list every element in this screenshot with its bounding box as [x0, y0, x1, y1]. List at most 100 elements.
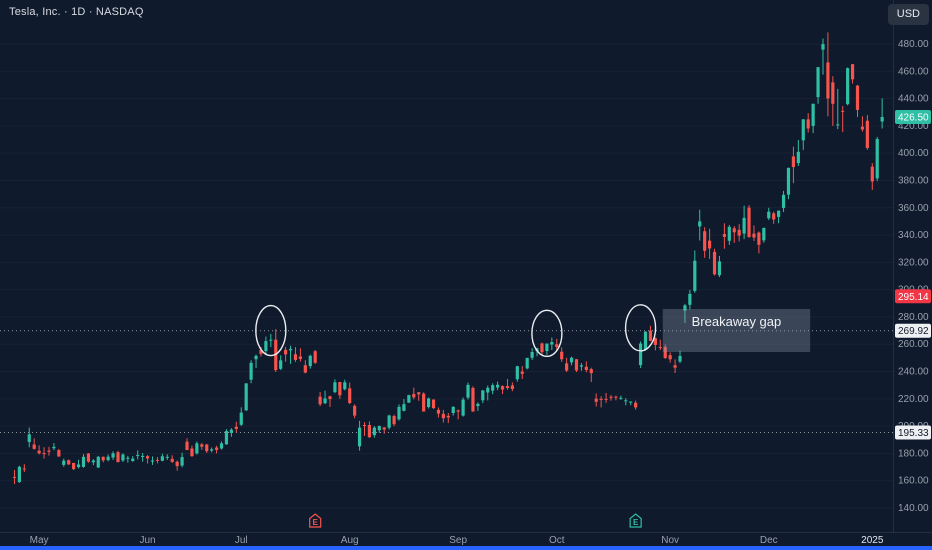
candle-body[interactable] [860, 126, 865, 130]
candle-body[interactable] [772, 213, 776, 220]
currency-button[interactable]: USD [887, 4, 929, 25]
candle-body[interactable] [195, 443, 199, 454]
earnings-marker-icon[interactable] [309, 513, 322, 528]
candle-body[interactable] [831, 82, 835, 104]
candle-body[interactable] [76, 464, 81, 468]
candle-body[interactable] [264, 341, 268, 352]
candle-body[interactable] [742, 217, 746, 234]
candle-body[interactable] [417, 392, 421, 395]
time-tick-label[interactable]: Nov [661, 535, 679, 546]
candle-body[interactable] [712, 251, 717, 275]
candle-body[interactable] [86, 453, 91, 462]
candle-body[interactable] [62, 460, 66, 465]
time-tick-label[interactable]: 2025 [861, 535, 884, 546]
candle-body[interactable] [229, 429, 233, 433]
candle-body[interactable] [451, 406, 455, 414]
candle-body[interactable] [791, 156, 796, 168]
candle-body[interactable] [42, 453, 46, 455]
candle-body[interactable] [673, 365, 677, 368]
candle-body[interactable] [653, 338, 657, 345]
candle-body[interactable] [343, 382, 347, 390]
candle-body[interactable] [565, 363, 569, 371]
candle-body[interactable] [150, 460, 155, 462]
candle-body[interactable] [284, 349, 288, 355]
candle-body[interactable] [648, 330, 653, 341]
ellipse-annotation[interactable] [531, 309, 563, 358]
candle-body[interactable] [426, 398, 431, 408]
time-tick-label[interactable]: May [30, 535, 49, 546]
candle-body[interactable] [589, 369, 593, 374]
candle-body[interactable] [624, 400, 628, 402]
candle-body[interactable] [81, 456, 86, 467]
candle-body[interactable] [141, 456, 145, 458]
candle-body[interactable] [303, 365, 307, 373]
candle-body[interactable] [402, 404, 406, 411]
candle-body[interactable] [96, 456, 100, 468]
candle-body[interactable] [224, 431, 229, 445]
candle-body[interactable] [328, 396, 332, 400]
candle-body[interactable] [722, 234, 726, 237]
candle-body[interactable] [145, 456, 150, 459]
candle-body[interactable] [698, 221, 702, 227]
candle-body[interactable] [392, 416, 396, 425]
candle-body[interactable] [619, 397, 623, 399]
candle-body[interactable] [781, 194, 786, 208]
candle-body[interactable] [471, 387, 475, 412]
candle-body[interactable] [569, 357, 574, 363]
candle-body[interactable] [599, 398, 603, 400]
candle-body[interactable] [801, 119, 805, 141]
candle-body[interactable] [491, 385, 495, 391]
candle-body[interactable] [870, 166, 874, 182]
candle-body[interactable] [244, 383, 248, 411]
candle-body[interactable] [387, 415, 391, 428]
candle-body[interactable] [101, 456, 105, 461]
candle-body[interactable] [688, 293, 692, 305]
candle-body[interactable] [116, 452, 120, 463]
candle-body[interactable] [397, 406, 401, 420]
candle-body[interactable] [629, 401, 633, 403]
candle-body[interactable] [155, 459, 160, 461]
candle-body[interactable] [466, 384, 470, 398]
candle-body[interactable] [279, 360, 283, 369]
candle-body[interactable] [762, 227, 766, 241]
candle-body[interactable] [165, 456, 169, 458]
candle-body[interactable] [205, 444, 209, 452]
candle-body[interactable] [32, 444, 36, 449]
candle-body[interactable] [72, 462, 76, 470]
candle-body[interactable] [880, 117, 884, 122]
candle-body[interactable] [288, 348, 293, 351]
candle-body[interactable] [515, 366, 519, 380]
candle-body[interactable] [269, 339, 273, 341]
candle-body[interactable] [318, 396, 322, 405]
candle-body[interactable] [412, 394, 416, 398]
candle-body[interactable] [752, 233, 756, 238]
candle-body[interactable] [678, 355, 682, 362]
candle-body[interactable] [638, 343, 643, 366]
candle-body[interactable] [520, 371, 524, 374]
candle-body[interactable] [67, 460, 71, 465]
candle-body[interactable] [525, 357, 529, 369]
candle-body[interactable] [609, 396, 613, 398]
candle-body[interactable] [496, 384, 500, 388]
candle-body[interactable] [91, 460, 95, 463]
candle-body[interactable] [584, 366, 588, 371]
candle-body[interactable] [170, 458, 174, 462]
candle-body[interactable] [259, 349, 263, 354]
candle-body[interactable] [234, 426, 238, 429]
candle-body[interactable] [57, 450, 61, 457]
candle-body[interactable] [476, 403, 480, 407]
candle-body[interactable] [348, 388, 352, 404]
candle-body[interactable] [777, 210, 781, 217]
earnings-marker-icon[interactable] [629, 513, 642, 528]
candle-body[interactable] [796, 151, 800, 164]
candle-body[interactable] [846, 68, 850, 105]
candle-body[interactable] [441, 413, 445, 419]
candle-body[interactable] [214, 447, 219, 450]
time-tick-label[interactable]: Jul [235, 535, 248, 546]
candle-body[interactable] [308, 355, 312, 367]
candle-body[interactable] [747, 207, 751, 237]
candle-body[interactable] [550, 342, 554, 345]
candle-body[interactable] [574, 359, 579, 371]
candle-body[interactable] [22, 468, 26, 470]
